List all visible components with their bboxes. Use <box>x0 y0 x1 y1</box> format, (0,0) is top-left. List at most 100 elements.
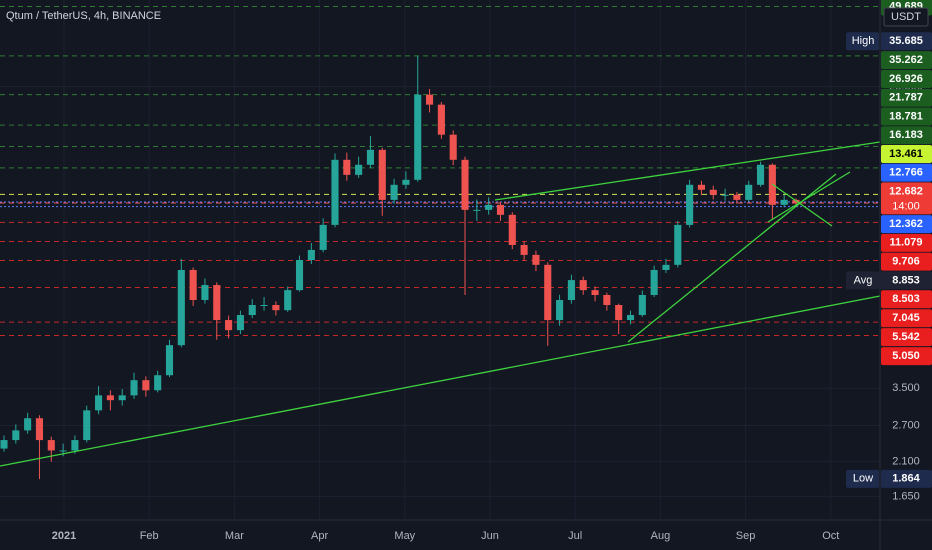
price-tag-label: 5.050 <box>892 350 920 362</box>
x-tick-label: 2021 <box>52 530 76 542</box>
candle-body <box>780 199 788 205</box>
candle-body <box>225 320 233 331</box>
candle-body <box>366 149 374 165</box>
candle-body <box>83 410 91 441</box>
price-tag <box>881 252 932 271</box>
candle-body <box>638 294 646 316</box>
price-tag-name-box <box>846 271 879 290</box>
candle-body <box>697 184 705 190</box>
candle-body <box>331 159 339 225</box>
candle-body <box>591 290 599 295</box>
price-tag-label: 9.706 <box>892 256 920 268</box>
candle-body <box>295 260 304 291</box>
candle-body <box>674 224 682 265</box>
candle-body <box>473 209 481 211</box>
candle-body <box>544 264 552 321</box>
candle-body <box>603 294 611 306</box>
candle-body <box>272 305 280 311</box>
price-tag <box>881 215 932 234</box>
candle-body <box>142 380 150 391</box>
candle-body <box>650 269 658 295</box>
countdown: 14:00 <box>892 200 920 212</box>
level-lines <box>0 6 880 336</box>
candle-body <box>213 285 221 321</box>
candle-body <box>59 450 67 452</box>
price-tag <box>881 309 932 328</box>
candle-body <box>177 269 185 346</box>
trendline <box>771 183 833 227</box>
candle-body <box>319 224 327 250</box>
x-tick-label: Feb <box>140 530 159 542</box>
candle-body <box>130 380 138 396</box>
candle-body <box>733 194 741 200</box>
x-tick-label: May <box>394 530 415 542</box>
x-tick-label: Jul <box>568 530 582 542</box>
candle-body <box>236 315 244 331</box>
price-tag-label: 12.682 <box>889 185 923 197</box>
candle-body <box>745 184 753 200</box>
price-tag-label: 35.685 <box>889 35 923 47</box>
x-tick-label: Jun <box>481 530 499 542</box>
trendline <box>0 295 881 467</box>
candle-body <box>71 440 79 451</box>
candle-body <box>47 440 55 451</box>
price-tag <box>881 271 932 290</box>
candle-body <box>579 280 587 291</box>
price-tag-name: Avg <box>854 274 873 286</box>
price-tag-name: Low <box>853 473 873 485</box>
candle-body <box>343 159 351 175</box>
y-tick-label: 3.500 <box>892 382 920 394</box>
price-tag-label: 12.766 <box>889 167 923 179</box>
candle-body <box>626 315 635 321</box>
candle-body <box>24 418 32 431</box>
candle-body <box>709 189 717 195</box>
candle-body <box>556 300 564 321</box>
candle-body <box>248 305 256 316</box>
candle-body <box>260 305 268 307</box>
currency: USDT <box>891 11 921 23</box>
candle-body <box>106 395 114 401</box>
candle-body <box>154 375 162 391</box>
price-tag <box>881 32 932 51</box>
candle-body <box>449 134 457 160</box>
candle-body <box>402 179 410 185</box>
candle-body <box>508 214 516 246</box>
price-tag <box>881 233 932 252</box>
price-tag-label: 16.183 <box>889 129 923 141</box>
candle-body <box>165 345 174 376</box>
price-tag <box>881 328 932 347</box>
candle-body <box>307 249 315 261</box>
price-tag-name-box <box>846 32 879 51</box>
price-tag-label: 7.045 <box>892 312 920 324</box>
x-tick-label: Sep <box>736 530 756 542</box>
y-tick-label: 2.100 <box>892 456 920 468</box>
x-tick-label: Oct <box>822 530 839 542</box>
price-tag <box>881 347 932 366</box>
candle-body <box>721 194 729 196</box>
price-tag-label: 8.503 <box>892 293 920 305</box>
price-tag <box>881 163 932 182</box>
candle-body <box>35 418 44 441</box>
candle-body <box>378 149 386 200</box>
price-tag-name-box <box>846 469 879 488</box>
x-tick-label: Aug <box>651 530 671 542</box>
price-tag <box>881 469 932 488</box>
chart-title: Qtum / TetherUS, 4h, BINANCE <box>6 10 161 22</box>
trendline <box>767 171 851 223</box>
price-tag-label: 5.542 <box>892 331 920 343</box>
candle-body <box>437 104 445 135</box>
y-tick-label: 1.650 <box>892 490 920 502</box>
price-tag <box>881 126 932 145</box>
price-tag <box>881 107 932 126</box>
price-tag-label: 35.262 <box>889 54 923 66</box>
candle-body <box>756 164 765 185</box>
candle-body <box>686 184 694 225</box>
price-tag-label: 12.362 <box>889 218 923 230</box>
candle-body <box>426 94 434 105</box>
price-tag <box>881 51 932 70</box>
candle-body <box>355 164 363 175</box>
candle-body <box>532 254 540 265</box>
price-tag-label: 26.926 <box>889 73 923 85</box>
price-tag <box>881 69 932 88</box>
